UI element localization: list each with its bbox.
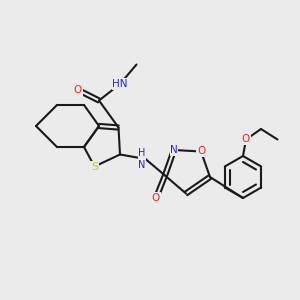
Text: O: O xyxy=(197,146,205,157)
Text: N: N xyxy=(170,145,178,155)
Text: H
N: H N xyxy=(138,148,146,170)
Text: O: O xyxy=(74,85,82,95)
Text: O: O xyxy=(242,134,250,145)
Text: HN: HN xyxy=(112,79,128,89)
Text: O: O xyxy=(152,193,160,203)
Text: S: S xyxy=(91,161,98,172)
